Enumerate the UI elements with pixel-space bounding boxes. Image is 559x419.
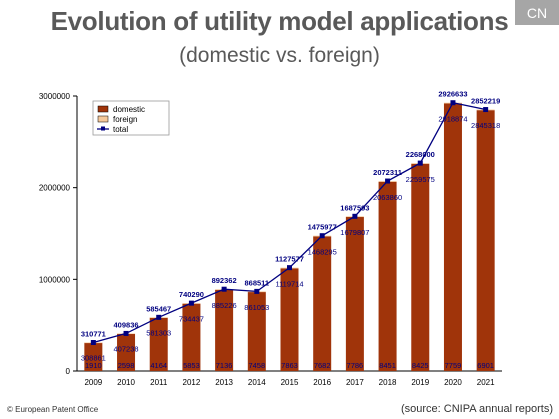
domestic-label: 1468295: [308, 247, 337, 256]
y-tick-label: 0: [66, 367, 71, 376]
total-label: 2072311: [373, 168, 402, 177]
foreign-label: 8451: [379, 361, 396, 370]
total-label: 1687593: [340, 203, 369, 212]
foreign-label: 7863: [281, 361, 298, 370]
total-marker: [385, 179, 390, 184]
total-marker: [254, 289, 259, 294]
total-label: 1475977: [308, 223, 337, 232]
bar-domestic: [411, 164, 429, 371]
legend-swatch-foreign: [98, 116, 108, 122]
domestic-label: 581303: [146, 329, 171, 338]
total-marker: [189, 301, 194, 306]
y-tick-label: 3000000: [39, 92, 71, 101]
foreign-label: 7458: [248, 361, 265, 370]
legend-label: domestic: [113, 105, 145, 114]
foreign-label: 5853: [183, 361, 200, 370]
total-marker: [156, 315, 161, 320]
x-tick-label: 2011: [150, 378, 168, 387]
x-tick-label: 2015: [281, 378, 299, 387]
total-label: 868511: [244, 278, 269, 287]
bar-domestic: [477, 110, 495, 371]
total-label: 2852219: [471, 97, 500, 106]
domestic-label: 1679807: [340, 228, 369, 237]
total-label: 740290: [179, 290, 204, 299]
x-tick-label: 2013: [215, 378, 233, 387]
total-marker: [287, 265, 292, 270]
foreign-label: 8425: [412, 361, 429, 370]
bar-domestic: [313, 236, 331, 371]
domestic-label: 407238: [114, 345, 139, 354]
x-tick-label: 2021: [477, 378, 495, 387]
domestic-label: 2063860: [373, 193, 402, 202]
total-label: 2268000: [406, 150, 435, 159]
y-tick-label: 1000000: [39, 275, 71, 284]
total-marker: [222, 287, 227, 292]
x-tick-label: 2017: [346, 378, 364, 387]
total-label: 585467: [146, 304, 171, 313]
x-tick-label: 2019: [411, 378, 429, 387]
legend-label: total: [113, 125, 128, 134]
legend-label: foreign: [113, 115, 137, 124]
foreign-label: 4164: [150, 361, 167, 370]
domestic-label: 2845318: [471, 121, 500, 130]
foreign-label: 7786: [347, 361, 364, 370]
total-marker: [450, 100, 455, 105]
legend-swatch-domestic: [98, 106, 108, 112]
domestic-label: 885226: [212, 301, 237, 310]
bar-domestic: [444, 103, 462, 371]
footer-copyright: © European Patent Office: [7, 405, 98, 414]
domestic-label: 861053: [244, 303, 269, 312]
foreign-label: 6901: [477, 361, 494, 370]
total-marker: [418, 161, 423, 166]
total-marker: [483, 107, 488, 112]
x-tick-label: 2012: [183, 378, 201, 387]
x-tick-label: 2010: [117, 378, 135, 387]
x-tick-label: 2014: [248, 378, 266, 387]
foreign-label: 7136: [216, 361, 233, 370]
bar-domestic: [379, 182, 397, 371]
foreign-label: 1910: [85, 361, 102, 370]
total-marker: [91, 340, 96, 345]
foreign-label: 2598: [118, 361, 135, 370]
foreign-label: 7759: [445, 361, 462, 370]
x-tick-label: 2018: [379, 378, 397, 387]
foreign-label: 7682: [314, 361, 331, 370]
total-label: 2926633: [438, 90, 467, 99]
domestic-label: 2259575: [406, 175, 435, 184]
x-tick-label: 2020: [444, 378, 462, 387]
total-marker: [124, 331, 129, 336]
domestic-label: 2918874: [438, 114, 467, 123]
total-marker: [320, 233, 325, 238]
footer-source: (source: CNIPA annual reports): [401, 403, 553, 415]
y-tick-label: 2000000: [39, 184, 71, 193]
x-tick-label: 2009: [84, 378, 102, 387]
domestic-label: 734437: [179, 315, 204, 324]
total-label: 892362: [212, 276, 237, 285]
domestic-label: 1119714: [275, 279, 303, 288]
total-label: 409836: [114, 320, 139, 329]
total-marker: [352, 214, 357, 219]
legend-marker-total: [101, 127, 105, 131]
bar-domestic: [346, 217, 364, 371]
x-tick-label: 2016: [313, 378, 331, 387]
total-label: 1127577: [275, 255, 304, 264]
total-label: 310771: [81, 330, 106, 339]
